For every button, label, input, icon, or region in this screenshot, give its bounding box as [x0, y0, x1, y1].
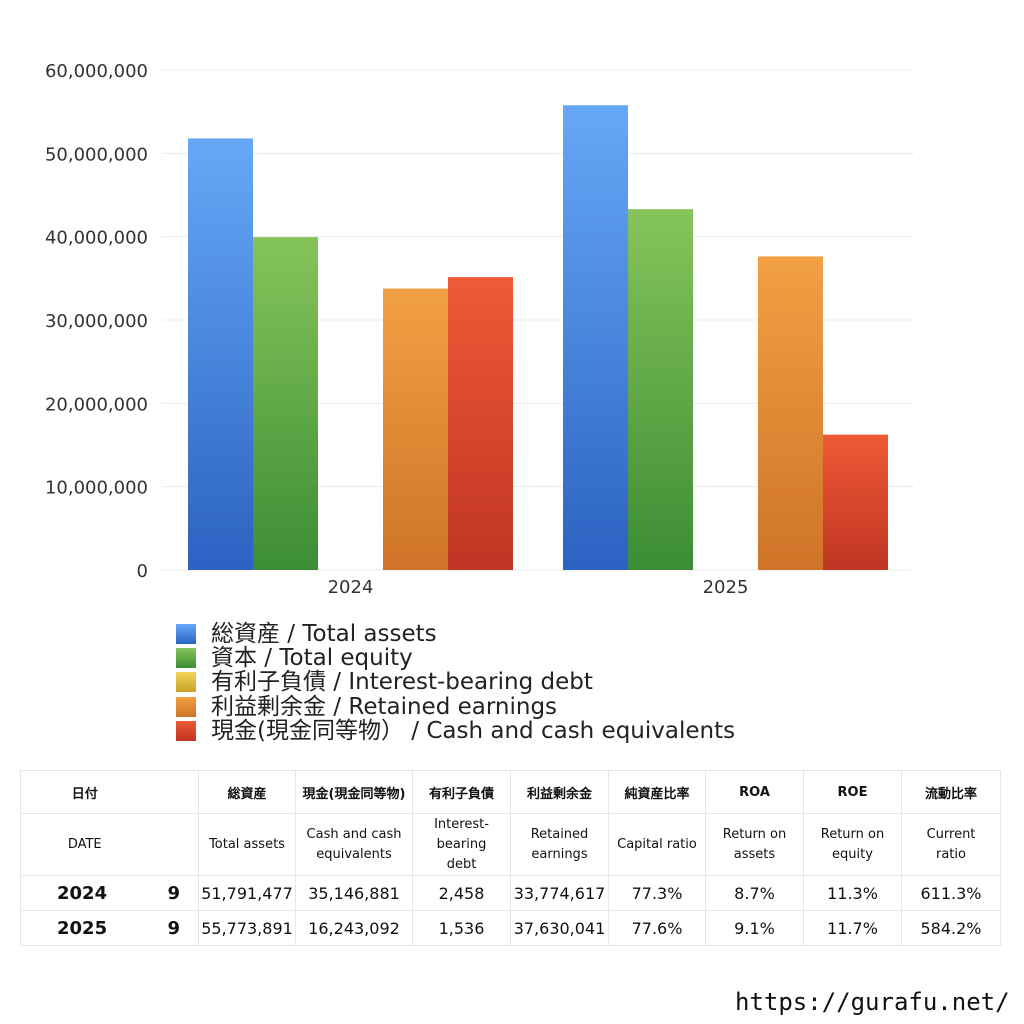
value-cell: 77.3%	[608, 875, 706, 911]
legend-swatch	[176, 720, 196, 741]
legend-label: 現金(現金同等物） / Cash and cash equivalents	[211, 717, 736, 744]
table-header-row-en: DATE Total assets Cash and cash equivalents…	[20, 813, 1001, 876]
value-cell: 11.3%	[803, 875, 902, 911]
bar	[628, 209, 693, 570]
column-header: 利益剰余金	[510, 770, 609, 814]
legend-swatch	[176, 672, 196, 693]
value-cell: 9.1%	[705, 910, 804, 946]
x-tick-label: 2024	[328, 577, 374, 598]
bar-chart: 0 10,000,000 20,000,000 30,000,000 40,000,00…	[45, 61, 914, 598]
column-header-en: Return on equity	[803, 813, 902, 876]
financial-metrics-table: 日付 総資産 現金(現金同等物) 有利子負債 利益剰余金 純資産比率 ROA ROE 流動比率 D…	[20, 770, 1001, 946]
y-tick-label: 10,000,000	[45, 478, 148, 499]
column-header: 日付	[20, 770, 149, 814]
column-header: 流動比率	[901, 770, 1001, 814]
column-header: 有利子負債	[412, 770, 511, 814]
value-cell: 33,774,617	[510, 875, 609, 911]
column-header: ROE	[803, 770, 902, 814]
bar	[253, 237, 318, 570]
column-header: 現金(現金同等物)	[295, 770, 413, 814]
table-header-row-jp: 日付 総資産 現金(現金同等物) 有利子負債 利益剰余金 純資産比率 ROA ROE 流動比率	[20, 770, 1001, 814]
column-header: 純資産比率	[608, 770, 706, 814]
legend-item: 資本 / Total equity	[176, 646, 735, 670]
column-header-en	[148, 813, 199, 876]
legend-label: 総資産 / Total assets	[211, 621, 437, 648]
month-cell: 9	[148, 875, 199, 911]
value-cell: 2,458	[412, 875, 511, 911]
year-cell: 2024	[20, 875, 149, 911]
y-axis-ticks: 0 10,000,000 20,000,000 30,000,000 40,000,00…	[45, 61, 148, 582]
value-cell: 16,243,092	[295, 910, 413, 946]
legend-label: 資本 / Total equity	[211, 645, 413, 672]
chart-legend: 総資産 / Total assets 資本 / Total equity 有利子負債…	[176, 622, 735, 743]
column-header-en: Total assets	[198, 813, 296, 876]
value-cell: 55,773,891	[198, 910, 296, 946]
value-cell: 11.7%	[803, 910, 902, 946]
value-cell: 1,536	[412, 910, 511, 946]
year-cell: 2025	[20, 910, 149, 946]
x-axis-ticks: 2024 2025	[328, 577, 749, 598]
y-tick-label: 40,000,000	[45, 228, 148, 249]
column-header-en: Cash and cash equivalents	[295, 813, 413, 876]
column-header	[148, 770, 199, 814]
bar	[563, 105, 628, 570]
legend-item: 総資産 / Total assets	[176, 622, 735, 646]
column-header-en: DATE	[20, 813, 149, 876]
bar	[448, 277, 513, 570]
legend-swatch	[176, 696, 196, 717]
value-cell: 37,630,041	[510, 910, 609, 946]
legend-swatch	[176, 648, 196, 669]
column-header-en: Interest-bearing debt	[412, 813, 511, 876]
table-row: 2024 9 51,791,477 35,146,881 2,458 33,774,617…	[20, 875, 1001, 911]
legend-label: 利益剰余金 / Retained earnings	[211, 693, 558, 720]
value-cell: 77.6%	[608, 910, 706, 946]
month-cell: 9	[148, 910, 199, 946]
column-header: 総資産	[198, 770, 296, 814]
x-tick-label: 2025	[703, 577, 749, 598]
bar	[383, 288, 448, 570]
column-header-en: Current ratio	[901, 813, 1001, 876]
value-cell: 8.7%	[705, 875, 804, 911]
value-cell: 611.3%	[901, 875, 1001, 911]
bar	[758, 256, 823, 570]
value-cell: 35,146,881	[295, 875, 413, 911]
column-header-en: Retained earnings	[510, 813, 609, 876]
y-tick-label: 50,000,000	[45, 144, 148, 165]
value-cell: 51,791,477	[198, 875, 296, 911]
legend-label: 有利子負債 / Interest-bearing debt	[211, 669, 593, 696]
column-header-en: Return on assets	[705, 813, 804, 876]
y-tick-label: 0	[137, 561, 148, 582]
table-row: 2025 9 55,773,891 16,243,092 1,536 37,630,041…	[20, 910, 1001, 946]
site-url[interactable]: https://gurafu.net/	[735, 988, 1010, 1016]
y-tick-label: 30,000,000	[45, 311, 148, 332]
bar	[188, 138, 253, 570]
column-header: ROA	[705, 770, 804, 814]
value-cell: 584.2%	[901, 910, 1001, 946]
y-tick-label: 20,000,000	[45, 394, 148, 415]
legend-swatch	[176, 624, 196, 645]
bars	[188, 105, 888, 570]
legend-item: 現金(現金同等物） / Cash and cash equivalents	[176, 719, 735, 743]
y-tick-label: 60,000,000	[45, 61, 148, 82]
legend-item: 有利子負債 / Interest-bearing debt	[176, 670, 735, 694]
legend-item: 利益剰余金 / Retained earnings	[176, 695, 735, 719]
column-header-en: Capital ratio	[608, 813, 706, 876]
bar	[823, 434, 888, 570]
